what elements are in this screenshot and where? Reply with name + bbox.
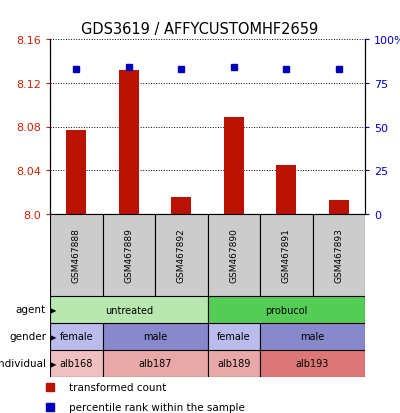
Text: alb189: alb189 — [217, 358, 250, 369]
Text: GSM467889: GSM467889 — [124, 228, 133, 283]
Bar — [50, 296, 208, 323]
Text: female: female — [60, 332, 93, 342]
Bar — [50, 350, 102, 377]
Text: transformed count: transformed count — [69, 382, 166, 392]
Bar — [208, 323, 260, 350]
Text: alb187: alb187 — [138, 358, 172, 369]
Bar — [171, 197, 191, 214]
Bar — [312, 214, 365, 296]
Text: ▶: ▶ — [50, 332, 56, 341]
Text: GSM467890: GSM467890 — [229, 228, 238, 283]
Bar — [208, 214, 260, 296]
Bar — [102, 214, 155, 296]
Bar — [50, 323, 102, 350]
Text: GSM467888: GSM467888 — [72, 228, 81, 283]
Text: GSM467891: GSM467891 — [282, 228, 291, 283]
Text: ▶: ▶ — [50, 359, 56, 368]
Bar — [260, 323, 365, 350]
Text: gender: gender — [9, 332, 46, 342]
Bar — [276, 165, 296, 214]
Bar — [102, 350, 208, 377]
Bar — [102, 323, 208, 350]
Text: alb193: alb193 — [296, 358, 329, 369]
Bar — [260, 214, 312, 296]
Text: ▶: ▶ — [50, 305, 56, 314]
Bar — [224, 117, 244, 214]
Text: probucol: probucol — [265, 305, 308, 315]
Text: agent: agent — [16, 305, 46, 315]
Text: percentile rank within the sample: percentile rank within the sample — [69, 402, 245, 412]
Text: GDS3619 / AFFYCUSTOMHF2659: GDS3619 / AFFYCUSTOMHF2659 — [81, 22, 319, 37]
Bar — [50, 214, 102, 296]
Bar — [260, 350, 365, 377]
Bar — [119, 71, 139, 214]
Text: untreated: untreated — [105, 305, 153, 315]
Bar — [329, 200, 349, 214]
Bar — [155, 214, 208, 296]
Text: male: male — [300, 332, 325, 342]
Bar — [208, 350, 260, 377]
Text: female: female — [217, 332, 250, 342]
Bar — [66, 131, 86, 214]
Text: male: male — [143, 332, 167, 342]
Text: GSM467893: GSM467893 — [334, 228, 343, 283]
Bar — [208, 296, 365, 323]
Text: individual: individual — [0, 358, 46, 369]
Text: GSM467892: GSM467892 — [177, 228, 186, 282]
Text: alb168: alb168 — [60, 358, 93, 369]
